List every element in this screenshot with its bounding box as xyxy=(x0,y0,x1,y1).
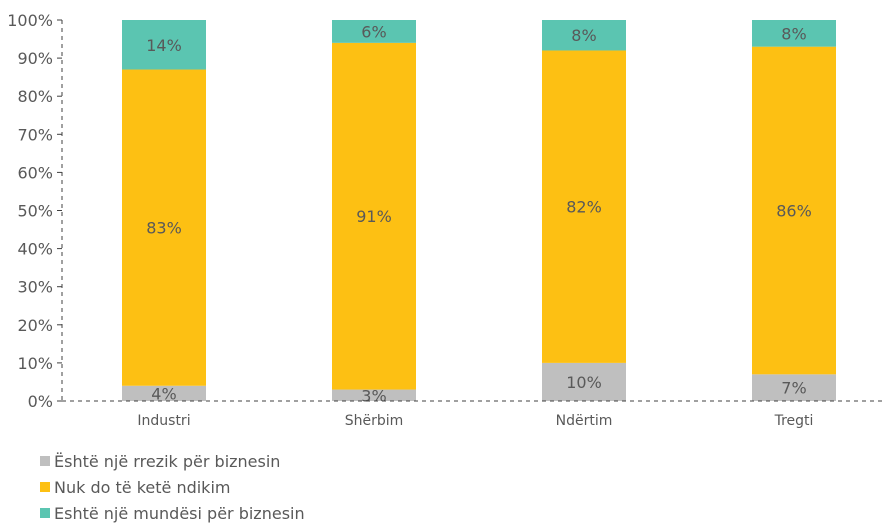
data-label-risk: 10% xyxy=(566,373,602,392)
bar-segment-no-impact xyxy=(122,69,206,386)
bar-segment-opportunity xyxy=(542,20,626,51)
bar-segment-no-impact xyxy=(542,50,626,363)
data-label-opportunity: 6% xyxy=(361,22,386,41)
y-tick-label: 80% xyxy=(17,87,53,106)
stacked-bar-chart: 0% 10% 20% 30% 40% 50% 60% 70% 80% 90% 100% 4% 83% 1… xyxy=(7,11,884,429)
y-axis-ticks: 0% 10% 20% 30% 40% 50% 60% 70% 80% 90% 100% xyxy=(7,11,62,411)
bar-segment-risk xyxy=(542,362,626,401)
legend-label-risk: Është një rrezik për biznesin xyxy=(54,451,281,471)
data-label-no-impact: 83% xyxy=(146,219,182,238)
legend-label-opportunity: Eshtë një mundësi për biznesin xyxy=(54,503,305,523)
y-tick-label: 50% xyxy=(17,202,53,221)
y-tick-label: 0% xyxy=(28,392,53,411)
y-tick-label: 40% xyxy=(17,240,53,259)
y-tick-label: 20% xyxy=(17,316,53,335)
bar-segment-opportunity xyxy=(752,20,836,47)
data-label-no-impact: 91% xyxy=(356,207,392,226)
y-tick-label: 10% xyxy=(17,354,53,373)
data-label-opportunity: 8% xyxy=(571,26,596,45)
bar-segment-no-impact xyxy=(752,46,836,375)
bars xyxy=(122,20,836,401)
x-category-label: Ndërtim xyxy=(556,413,613,429)
bar-segment-opportunity xyxy=(122,20,206,70)
x-axis-categories: Industri Shërbim Ndërtim Tregti xyxy=(137,413,813,429)
data-label-opportunity: 8% xyxy=(781,24,806,43)
data-label-risk: 4% xyxy=(151,384,176,403)
bar-segment-risk xyxy=(122,385,206,401)
x-category-label: Industri xyxy=(137,413,190,429)
legend-item-risk: Është një rrezik për biznesin xyxy=(40,448,305,474)
data-label-risk: 3% xyxy=(361,386,386,405)
legend-label-no-impact: Nuk do të ketë ndikim xyxy=(54,477,231,497)
data-label-opportunity: 14% xyxy=(146,36,182,55)
data-label-risk: 7% xyxy=(781,379,806,398)
legend-swatch-opportunity xyxy=(40,508,50,518)
bar-segment-risk xyxy=(332,389,416,401)
legend: Është një rrezik për biznesin Nuk do të … xyxy=(40,448,305,526)
bar-segment-opportunity xyxy=(332,20,416,43)
legend-item-no-impact: Nuk do të ketë ndikim xyxy=(40,474,305,500)
y-tick-label: 70% xyxy=(17,125,53,144)
data-label-no-impact: 82% xyxy=(566,198,602,217)
y-tick-label: 60% xyxy=(17,163,53,182)
bar-segment-risk xyxy=(752,374,836,401)
legend-swatch-no-impact xyxy=(40,482,50,492)
x-category-label: Shërbim xyxy=(345,413,404,429)
data-label-no-impact: 86% xyxy=(776,202,812,221)
y-tick-label: 90% xyxy=(17,49,53,68)
bar-segment-no-impact xyxy=(332,42,416,390)
y-tick-label: 30% xyxy=(17,278,53,297)
data-labels: 4% 83% 14% 3% 91% 6% 10% 82% 8% 7% 86% 8% xyxy=(146,22,812,405)
legend-item-opportunity: Eshtë një mundësi për biznesin xyxy=(40,500,305,526)
x-category-label: Tregti xyxy=(774,413,814,429)
y-tick-label: 100% xyxy=(7,11,53,30)
legend-swatch-risk xyxy=(40,456,50,466)
